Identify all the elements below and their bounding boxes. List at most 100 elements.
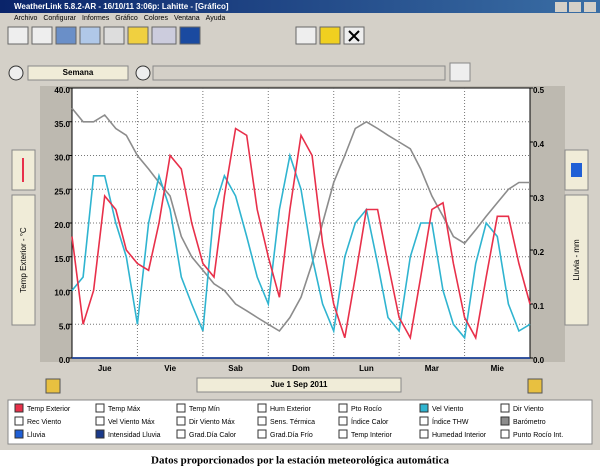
legend-checkbox[interactable] [500,429,510,439]
legend-checkbox[interactable] [500,416,510,426]
y-axis-label: Temp Exterior - °C [19,227,28,293]
legend-label: Hum Exterior [270,406,312,413]
x-tick-label: Dom [292,364,310,373]
menu-item[interactable]: Gráfico [115,15,138,22]
scroll-box[interactable] [152,65,446,81]
y-tick-label: 5.0 [59,322,71,331]
x-tick-label: Sab [228,364,243,373]
window-buttons[interactable] [555,2,596,12]
y-tick-label: 35.0 [54,120,70,129]
legend-checkbox[interactable] [419,403,429,413]
tool-button[interactable] [179,26,201,45]
legend-label: Índice Calor [351,417,389,426]
legend-checkbox[interactable] [14,429,24,439]
period: Semana [63,68,94,77]
y-tick-label: 0.0 [59,356,71,365]
legend-label: Sens. Térmica [270,419,315,426]
help-button[interactable] [319,26,341,45]
legend-checkbox[interactable] [95,429,105,439]
legend-label: Temp Máx [108,406,141,413]
legend-checkbox[interactable] [419,416,429,426]
legend-checkbox[interactable] [176,416,186,426]
y-label-box [11,194,36,326]
y2-tick-label: 0.3 [533,194,545,203]
zoom-in[interactable] [8,65,24,81]
legend-label: Dir Viento [513,406,544,413]
date: Jue 1 Sep 2011 [271,380,328,389]
legend-checkbox[interactable] [338,416,348,426]
x-tick-label: Lun [359,364,374,373]
menu-item[interactable]: Archivo [14,15,37,22]
legend-checkbox[interactable] [419,429,429,439]
tool-button[interactable] [79,26,101,45]
lock-left[interactable] [45,378,61,394]
y2-tick-label: 0.2 [533,248,545,257]
x-tick-label: Jue [98,364,112,373]
tool-button[interactable] [31,26,53,45]
legend-checkbox[interactable] [338,403,348,413]
legend-label: Grad.Día Calor [189,432,237,439]
legend-label: Barómetro [513,419,546,426]
legend-label: Dir Viento Máx [189,419,235,426]
legend-label: Rec Viento [27,419,61,426]
tool-button[interactable] [55,26,77,45]
menu-item[interactable]: Informes [82,15,110,22]
legend-checkbox[interactable] [257,416,267,426]
legend-checkbox[interactable] [14,416,24,426]
legend-label: Lluvia [27,432,45,439]
legend-label: Intensidad Lluvia [108,432,161,439]
x-tick-label: Vie [164,364,176,373]
tool-button[interactable] [7,26,29,45]
y2-tick-label: 0.0 [533,356,545,365]
x-tick-label: Mie [491,364,505,373]
legend-checkbox[interactable] [95,403,105,413]
y2-tick-label: 0.1 [533,302,545,311]
legend-checkbox[interactable] [14,403,24,413]
legend-label: Pto Rocío [351,406,382,413]
menu-item[interactable]: Colores [144,15,169,22]
zoom-out[interactable] [135,65,151,81]
legend-label: Humedad Interior [432,432,487,439]
legend-checkbox[interactable] [95,416,105,426]
y2-axis-label: Lluvia - mm [572,239,581,281]
legend-label: Grad.Día Frío [270,432,313,439]
legend-checkbox[interactable] [176,429,186,439]
x-tick-label: Mar [425,364,439,373]
series-line [71,107,530,333]
legend-label: Índice THW [432,417,469,426]
legend-checkbox[interactable] [500,403,510,413]
menu-bg [0,13,600,23]
legend-label: Temp Interior [351,432,393,439]
period-box[interactable] [27,65,129,81]
menu-item[interactable]: Configurar [43,15,76,22]
legend-checkbox[interactable] [257,429,267,439]
y-tick-label: 25.0 [54,187,70,196]
series-line [71,127,531,341]
y2-label-box [564,194,589,326]
settings-button[interactable] [449,62,471,82]
y-tick-label: 20.0 [54,221,70,230]
tool-button[interactable] [103,26,125,45]
date-box[interactable] [196,377,402,393]
toolbar [7,26,365,45]
legend [7,399,593,445]
legend-checkbox[interactable] [338,429,348,439]
legend-label: Punto Rocío Int. [513,432,563,439]
menu-item[interactable]: Ventana [174,15,200,22]
legend-checkbox[interactable] [257,403,267,413]
legend-checkbox[interactable] [176,403,186,413]
series-line [71,152,531,340]
title-bar [0,0,600,13]
swatch-box [571,163,582,177]
menu-item[interactable]: Ayuda [206,15,226,22]
y-tick-label: 10.0 [54,289,70,298]
lock-right[interactable] [527,378,543,394]
legend-label: Temp Mín [189,406,220,413]
tool-button[interactable] [151,26,177,45]
tool-button[interactable] [127,26,149,45]
y-tick-label: 15.0 [54,255,70,264]
close-icon [348,30,360,42]
print-button[interactable] [295,26,317,45]
